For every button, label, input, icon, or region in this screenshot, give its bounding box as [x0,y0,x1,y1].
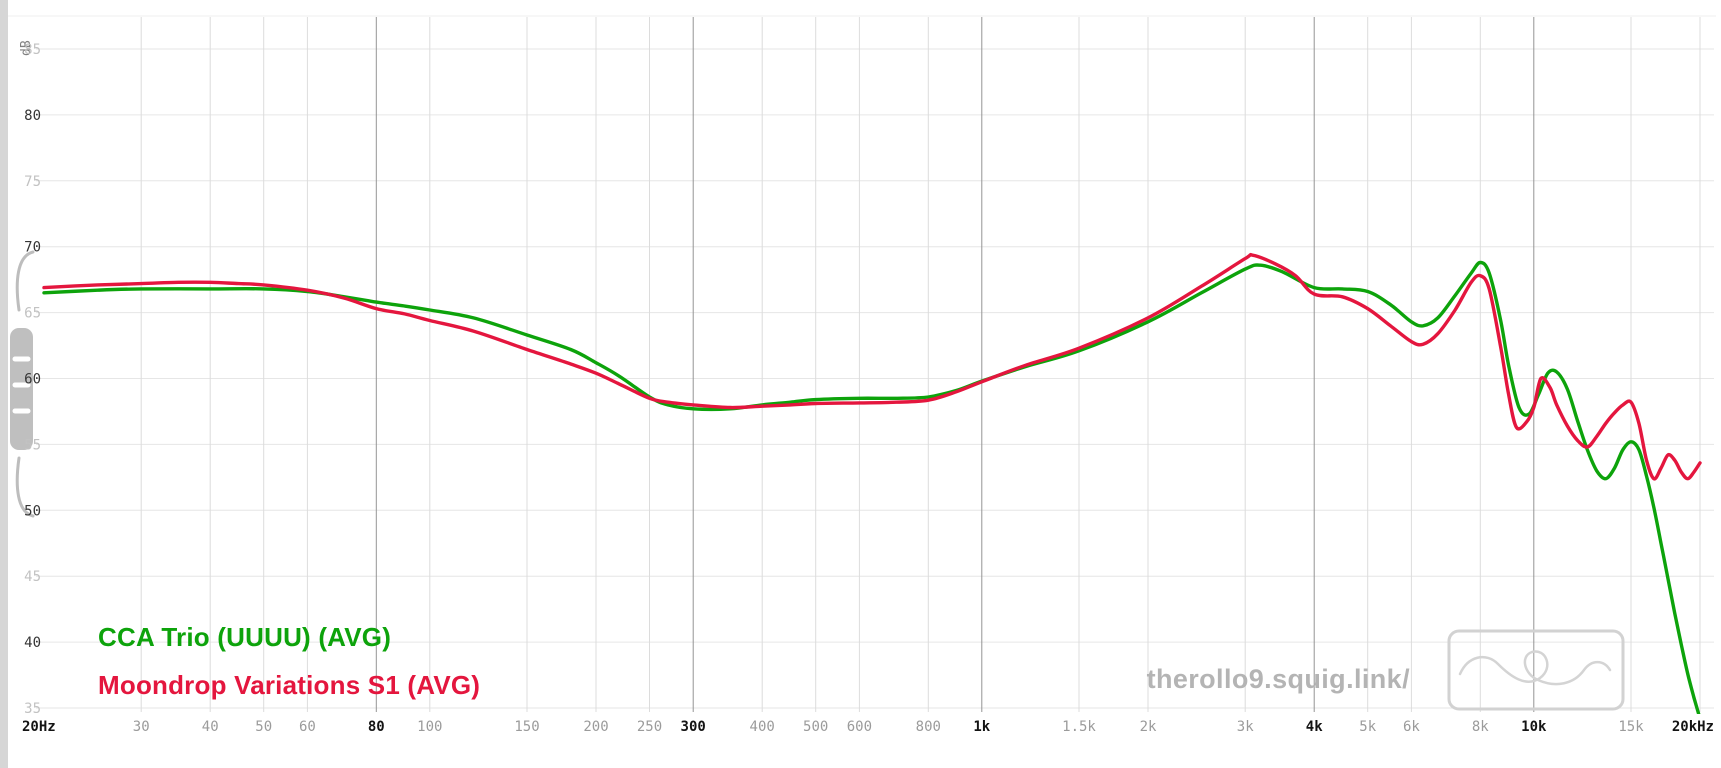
x-tick-label-2000: 2k [1140,719,1157,735]
x-tick-label-1000: 1k [973,719,990,735]
y-tick-label-85: 85 [24,42,41,58]
logo-frame [1447,629,1625,711]
bracket-top [15,250,35,312]
x-tick-label-60: 60 [299,719,316,735]
x-tick-label-15000: 15k [1618,719,1644,735]
y-tick-label-35: 35 [24,701,41,717]
bracket-bottom [15,456,35,518]
x-tick-label-40: 40 [202,719,219,735]
squiglink-logo-icon [1447,629,1625,711]
x-tick-label-100: 100 [417,719,442,735]
y-tick-label-45: 45 [24,569,41,585]
x-tick-label-300: 300 [681,719,706,735]
y-tick-label-80: 80 [24,108,41,124]
x-tick-label-600: 600 [847,719,872,735]
x-tick-label-20000: 20kHz [1672,719,1714,735]
y-tick-label-50: 50 [24,503,41,519]
x-tick-label-1500: 1.5k [1062,719,1096,735]
y-tick-label-55: 55 [24,437,41,453]
x-tick-label-250: 250 [637,719,662,735]
x-tick-label-30: 30 [133,719,150,735]
x-tick-label-400: 400 [750,719,775,735]
curve-moondrop-variations-s1-avg[interactable] [42,252,1702,481]
x-tick-label-8000: 8k [1472,719,1489,735]
x-tick-label-3000: 3k [1237,719,1254,735]
site-watermark: therollo9.squig.link/ [1146,664,1410,694]
x-tick-label-150: 150 [514,719,539,735]
legend-item-cca-trio[interactable]: CCA Trio (UUUU) (AVG) [98,622,392,652]
x-tick-label-50: 50 [255,719,272,735]
y-tick-label-70: 70 [24,240,41,256]
logo-squiggle [1458,650,1612,686]
left-scrollbar[interactable] [0,0,8,768]
x-tick-label-10000: 10k [1521,719,1547,735]
x-tick-label-200: 200 [583,719,608,735]
curve-cca-trio-uuuu-avg[interactable] [42,260,1701,719]
x-tick-label-6000: 6k [1403,719,1420,735]
y-tick-label-65: 65 [24,306,41,322]
x-tick-label-80: 80 [368,719,385,735]
legend-item-moondrop-variations-s1[interactable]: Moondrop Variations S1 (AVG) [98,670,481,700]
x-tick-label-800: 800 [916,719,941,735]
y-tick-label-60: 60 [24,372,41,388]
sidebar-toggle-icon[interactable] [5,248,39,520]
x-tick-label-5000: 5k [1359,719,1376,735]
x-tick-label-500: 500 [803,719,828,735]
y-tick-label-75: 75 [24,174,41,190]
y-tick-label-40: 40 [24,635,41,651]
y-axis-unit-label: dB [19,40,34,56]
x-tick-label-20: 20Hz [22,719,56,735]
x-tick-label-4000: 4k [1306,719,1323,735]
